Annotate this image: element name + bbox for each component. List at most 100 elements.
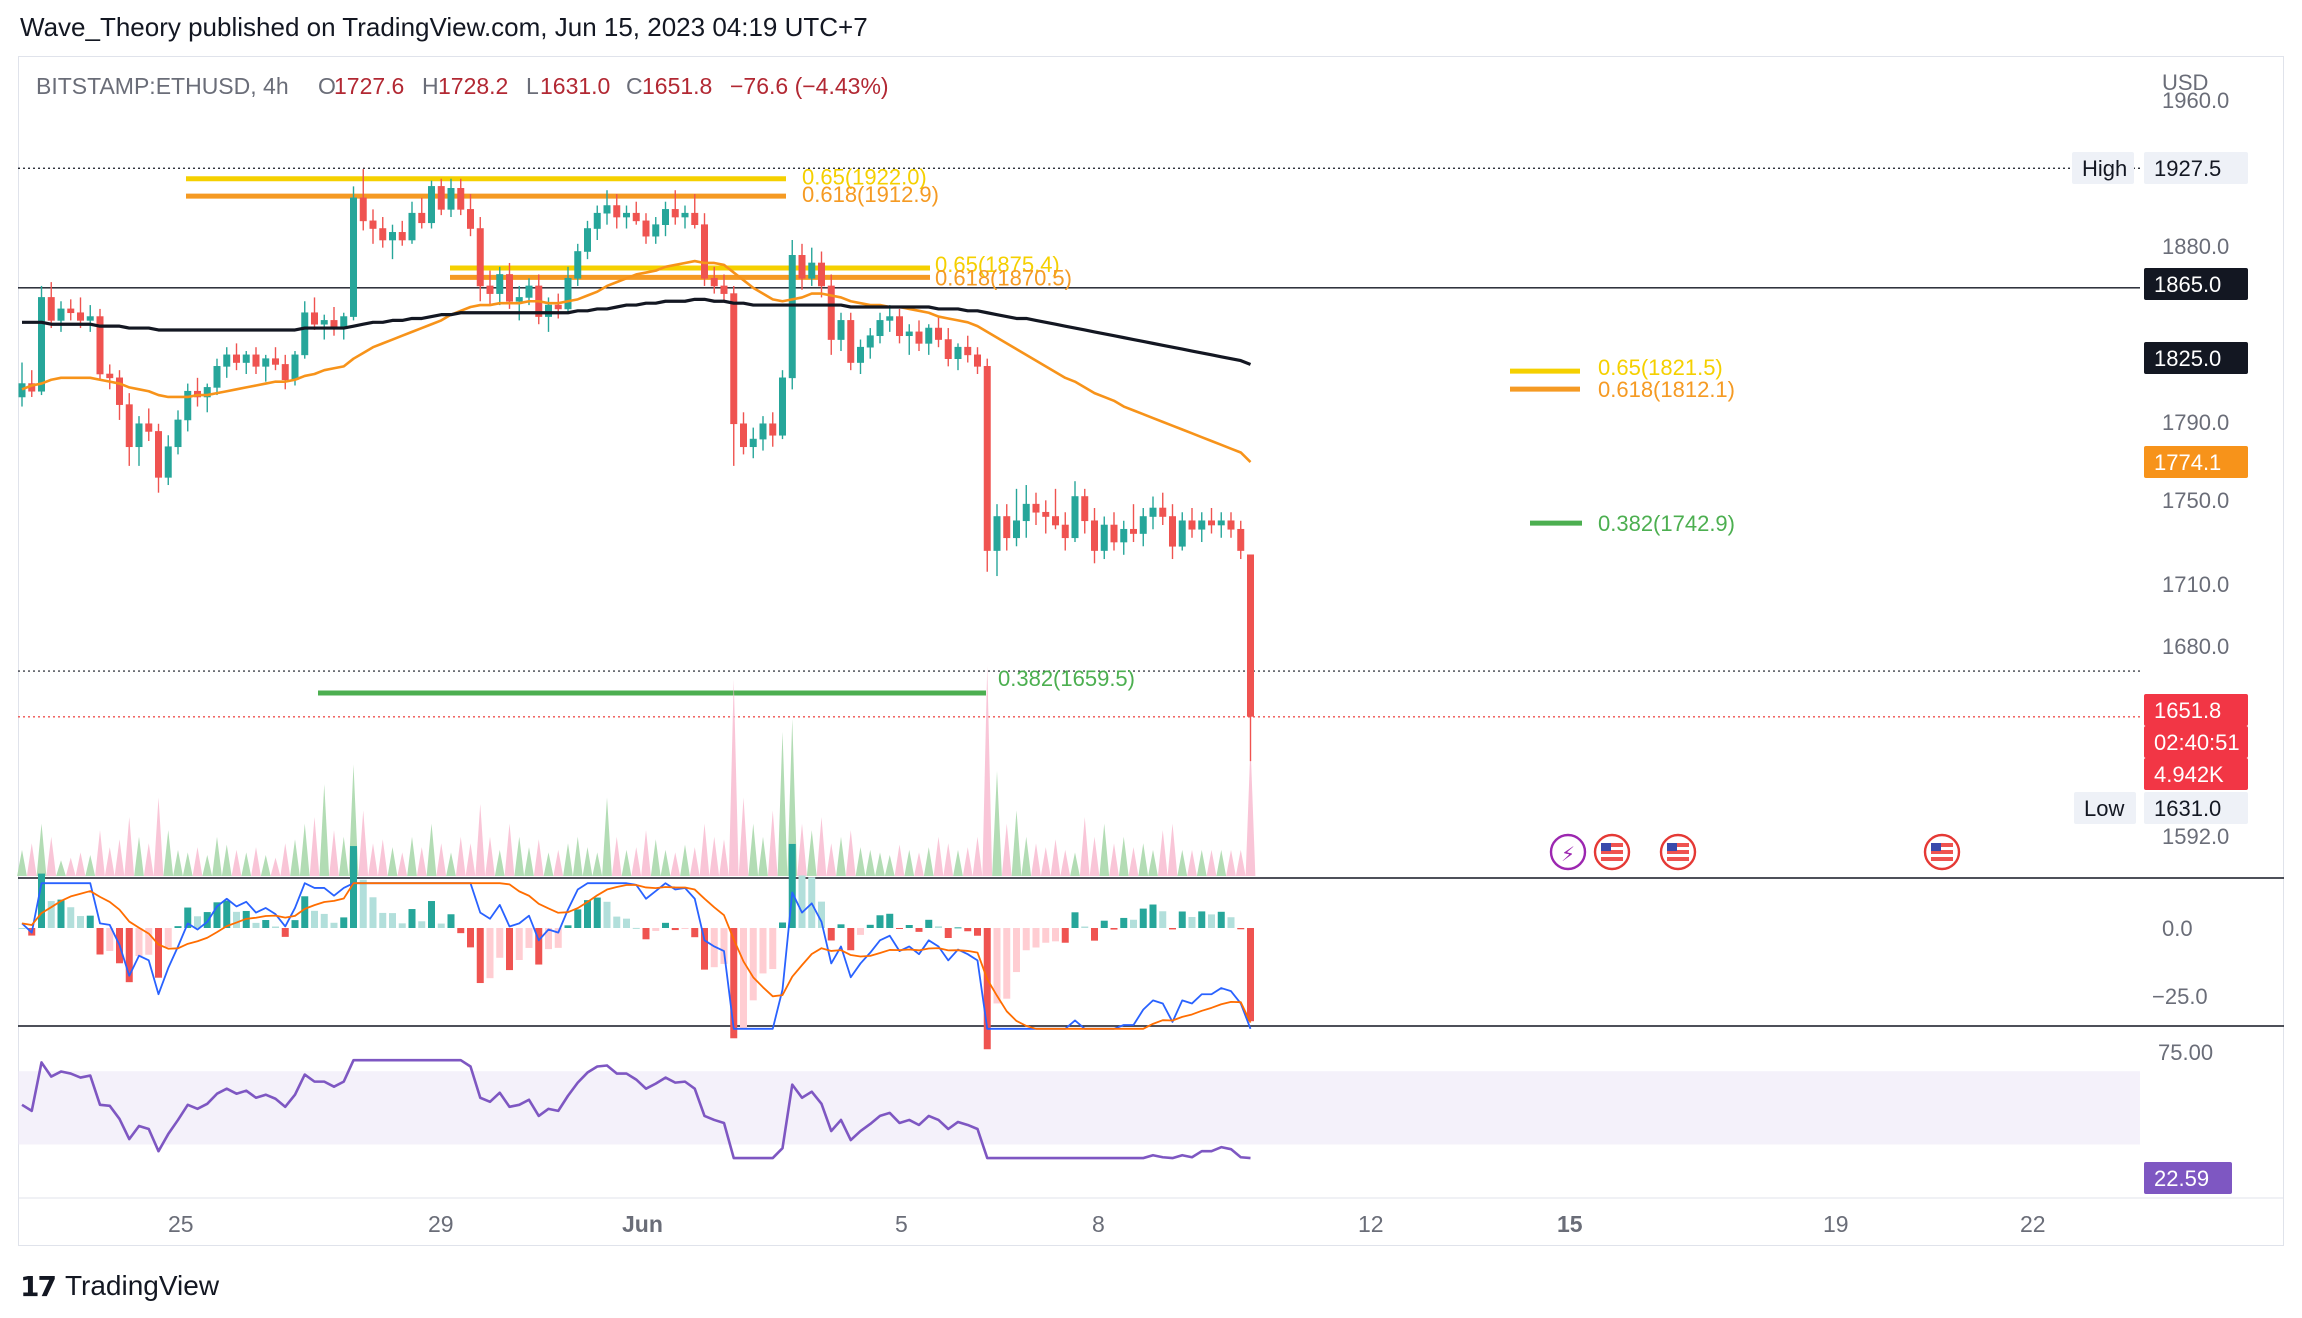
macd-histogram-bar <box>857 928 864 935</box>
volume-bar <box>26 843 37 876</box>
volume-bar <box>124 816 135 876</box>
candle-body <box>954 346 962 359</box>
time-tick-label: Jun <box>622 1211 663 1237</box>
volume-bar <box>816 816 827 876</box>
countdown-badge: 02:40:51 <box>2154 730 2240 755</box>
volume-bar <box>251 847 261 876</box>
volume-bar <box>114 839 125 876</box>
macd-histogram-bar <box>642 928 650 940</box>
level-badge-1825-bg <box>2144 342 2248 374</box>
volume-bar <box>221 844 232 876</box>
rsi-band <box>18 1071 2140 1145</box>
macd-histogram-bar <box>779 922 786 928</box>
flag-stripe <box>1667 847 1689 850</box>
volume-bar <box>329 830 339 876</box>
candle-body <box>934 327 942 340</box>
volume-bar <box>631 847 642 876</box>
price-tick-label: 1710.0 <box>2162 572 2229 597</box>
candle-body <box>37 297 45 392</box>
macd-histogram-bar <box>525 928 533 948</box>
chart-canvas[interactable]: 0.65(1922.0)0.618(1912.9)0.65(1875.4)0.6… <box>0 0 2302 1260</box>
volume-bar <box>407 836 417 876</box>
time-tick-label: 22 <box>2020 1211 2046 1237</box>
macd-histogram-bar <box>1208 914 1215 928</box>
volume-bar <box>602 797 612 876</box>
low-value: 1631.0 <box>540 73 610 99</box>
candle-body <box>213 366 221 388</box>
symbol-label[interactable]: BITSTAMP:ETHUSD, 4h <box>36 73 289 99</box>
macd-histogram-bar <box>535 928 543 965</box>
volume-bar <box>738 797 749 876</box>
volume-bar <box>845 830 856 876</box>
ema-badge-bg <box>2144 446 2248 478</box>
volume-bar <box>992 771 1002 876</box>
macd-histogram-bar <box>428 901 435 928</box>
price-axis: 1960.01920.01880.01790.01750.01710.01680… <box>2072 88 2248 1194</box>
macd-histogram-bar <box>1217 911 1225 928</box>
macd-histogram-bar <box>233 911 240 928</box>
macd-histogram-bar <box>506 928 513 971</box>
macd-histogram-bar <box>77 916 84 928</box>
candle-body <box>1052 516 1060 526</box>
candle-body <box>1042 511 1050 517</box>
us-flag-icon[interactable] <box>1923 833 1961 871</box>
volume-bar <box>543 852 554 876</box>
us-flag-icon[interactable] <box>1659 833 1697 871</box>
time-tick-label: 19 <box>1823 1211 1849 1237</box>
us-flag-icon[interactable] <box>1593 833 1631 871</box>
candle-body <box>457 188 465 210</box>
macd-histogram-bar <box>623 918 630 928</box>
volume-badge-bg <box>2144 758 2248 790</box>
candle-body <box>242 354 250 363</box>
volume-bar <box>514 836 525 876</box>
macd-histogram-bar <box>564 925 572 928</box>
volume-bar <box>894 844 905 876</box>
candle-body <box>184 390 192 421</box>
macd-histogram-bar <box>1110 928 1118 930</box>
macd-histogram-bar <box>652 928 660 931</box>
candle-body <box>632 212 640 222</box>
last-price-badge-bg <box>2144 694 2248 726</box>
volume-bar <box>95 830 105 876</box>
candle-body <box>691 212 699 225</box>
macd-histogram-bar <box>252 922 260 928</box>
macd-histogram-bar <box>301 896 309 928</box>
chart-frame <box>18 56 2284 1246</box>
dividend-icon[interactable]: ⚡ <box>1549 833 1587 871</box>
macd-histogram-bar <box>827 928 835 941</box>
currency-label[interactable]: USD <box>2162 70 2208 95</box>
macd-histogram-bar <box>311 910 318 928</box>
volume-bar <box>1089 836 1100 876</box>
macd-histogram-bar <box>964 928 972 932</box>
macd-histogram-bar <box>1100 920 1108 928</box>
macd-histogram-bar <box>145 928 153 955</box>
candle-body <box>1100 524 1108 551</box>
candle-body <box>252 354 260 367</box>
volume-bar <box>875 852 885 876</box>
volume-bar <box>865 849 876 876</box>
price-tick-label: 1750.0 <box>2162 488 2229 513</box>
candle-body <box>359 197 367 222</box>
volume-bar <box>1177 849 1188 876</box>
candle-body <box>496 274 504 294</box>
high-text-badge-bg <box>2072 152 2134 184</box>
candle-body <box>164 446 172 478</box>
fib-label: 0.618(1870.5) <box>935 265 1072 290</box>
candle-body <box>145 423 153 432</box>
price-tick-label: 1880.0 <box>2162 234 2229 259</box>
volume-bar <box>777 731 788 876</box>
candle-body <box>710 277 718 287</box>
candle-body <box>86 316 94 321</box>
volume-bar <box>1001 823 1012 876</box>
volume-bar <box>416 847 427 876</box>
candle-body <box>106 373 114 379</box>
candle-body <box>398 232 406 241</box>
flag-stripe <box>1931 854 1953 857</box>
macd-histogram-bar <box>603 901 611 928</box>
macd-histogram-bar <box>213 902 221 928</box>
candle-body <box>223 354 231 367</box>
candle-body <box>1169 516 1177 547</box>
volume-bar <box>650 839 661 876</box>
candle-body <box>720 285 728 294</box>
volume-bar <box>758 836 768 876</box>
